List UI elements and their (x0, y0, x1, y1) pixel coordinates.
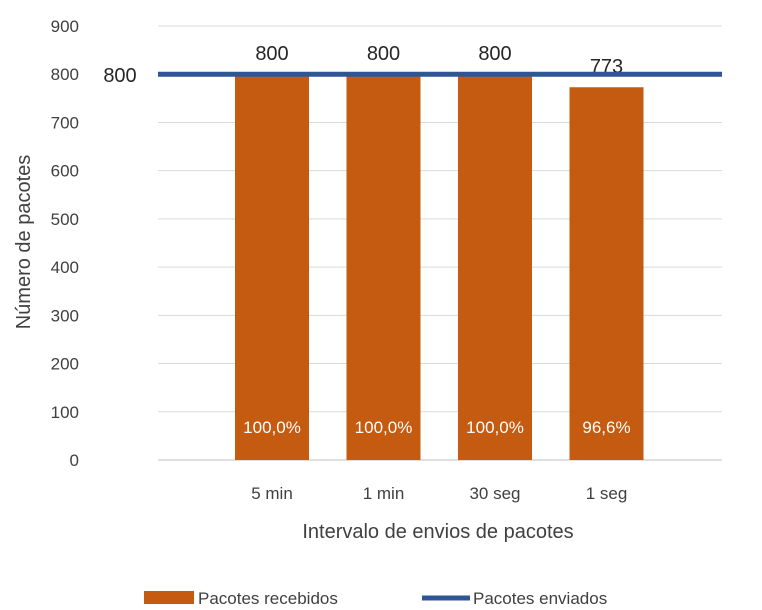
y-axis-ticks: 0 100 200 300 400 500 600 700 800 900 (51, 17, 79, 470)
bar-value-label: 800 (367, 43, 400, 65)
bar-percent-label: 100,0% (355, 418, 413, 437)
y-tick-label: 100 (51, 403, 79, 422)
bar-percent-label: 100,0% (466, 418, 524, 437)
bar-percent-label: 100,0% (243, 418, 301, 437)
sent-line: 800 (103, 65, 722, 87)
bar-pacotes-recebidos (569, 87, 644, 461)
y-tick-label: 600 (51, 162, 79, 181)
x-tick-label: 1 min (363, 484, 405, 503)
y-tick-label: 400 (51, 258, 79, 277)
x-tick-label: 5 min (251, 484, 293, 503)
legend: Pacotes recebidos Pacotes enviados (144, 589, 607, 608)
legend-label-received: Pacotes recebidos (198, 589, 338, 608)
x-tick-label: 1 seg (586, 484, 628, 503)
y-tick-label: 700 (51, 113, 79, 132)
legend-label-sent: Pacotes enviados (473, 589, 607, 608)
line-value-label: 800 (103, 65, 136, 87)
y-tick-label: 200 (51, 355, 79, 374)
bar-value-label: 800 (478, 43, 511, 65)
y-tick-label: 900 (51, 17, 79, 36)
y-tick-label: 800 (51, 65, 79, 84)
bar-value-label: 800 (255, 43, 288, 65)
x-tick-label: 30 seg (469, 484, 520, 503)
bar-pacotes-recebidos (458, 74, 532, 460)
y-axis-title: Número de pacotes (13, 155, 35, 330)
bar-percent-label: 96,6% (582, 418, 630, 437)
legend-swatch-received (144, 591, 194, 604)
y-tick-label: 0 (70, 451, 79, 470)
bar-pacotes-recebidos (235, 74, 309, 460)
x-axis-ticks: 5 min 1 min 30 seg 1 seg (251, 484, 627, 503)
x-axis-title: Intervalo de envios de pacotes (302, 521, 573, 543)
y-tick-label: 300 (51, 306, 79, 325)
bar-pacotes-recebidos (346, 74, 421, 460)
y-tick-label: 500 (51, 210, 79, 229)
